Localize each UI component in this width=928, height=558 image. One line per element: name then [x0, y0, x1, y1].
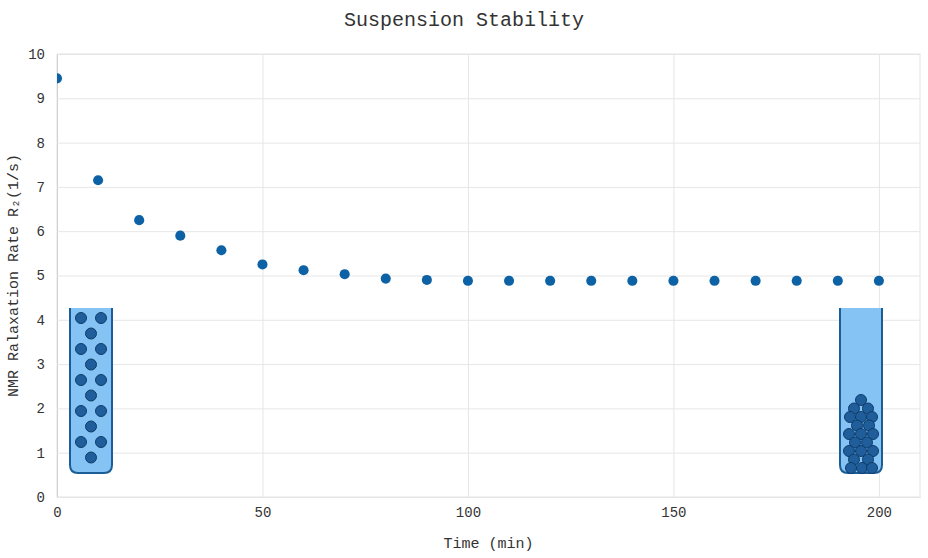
particle [867, 463, 878, 474]
x-tick: 150 [661, 54, 686, 521]
y-tick-label: 6 [37, 224, 45, 240]
y-tick: 10 [28, 47, 920, 63]
y-grid-line [57, 143, 920, 144]
particle [96, 375, 107, 386]
x-tick-label: 0 [53, 505, 61, 521]
data-point [874, 276, 884, 286]
x-tick-label: 100 [456, 505, 481, 521]
y-tick: 3 [37, 357, 920, 373]
y-grid-line [57, 187, 920, 188]
data-point [93, 175, 103, 185]
x-tick: 50 [255, 54, 272, 521]
particle [76, 344, 87, 355]
particle [96, 344, 107, 355]
particle [86, 390, 97, 401]
test-tube [840, 308, 882, 474]
chart-title: Suspension Stability [344, 9, 584, 32]
particle [96, 406, 107, 417]
y-tick-label: 2 [37, 401, 45, 417]
data-point [381, 274, 391, 284]
data-point [257, 259, 267, 269]
y-grid-line [57, 54, 920, 55]
y-tick-label: 8 [37, 136, 45, 152]
y-tick: 1 [37, 446, 920, 462]
particle [86, 421, 97, 432]
particle [76, 406, 87, 417]
particle [76, 437, 87, 448]
y-grid-line [57, 497, 920, 498]
data-point [792, 276, 802, 286]
data-point [627, 276, 637, 286]
y-tick-label: 7 [37, 180, 45, 196]
y-tick: 2 [37, 401, 920, 417]
test-tube [70, 308, 112, 473]
y-tick: 8 [37, 136, 920, 152]
data-point [709, 276, 719, 286]
data-point [586, 276, 596, 286]
data-point [57, 73, 62, 83]
data-point [422, 275, 432, 285]
data-point [299, 265, 309, 275]
data-point [175, 231, 185, 241]
data-point [216, 245, 226, 255]
y-tick-label: 1 [37, 446, 45, 462]
particle [86, 328, 97, 339]
y-tick: 9 [37, 91, 920, 107]
y-tick: 6 [37, 224, 920, 240]
data-point [751, 276, 761, 286]
data-point [340, 269, 350, 279]
y-tick-label: 0 [37, 490, 45, 506]
data-point [668, 276, 678, 286]
x-axis: 0 50 100 150 200 [53, 54, 920, 521]
y-grid-line [57, 98, 920, 99]
particle [96, 313, 107, 324]
y-grid-line [57, 320, 920, 321]
x-axis-title: Time (min) [443, 536, 533, 553]
x-tick: 100 [456, 54, 481, 521]
x-tick: 0 [53, 54, 61, 521]
particle [76, 375, 87, 386]
y-tick: 4 [37, 313, 920, 329]
y-tick-label: 4 [37, 313, 45, 329]
particle [96, 437, 107, 448]
data-point [134, 215, 144, 225]
x-tick-label: 150 [661, 505, 686, 521]
points [57, 73, 884, 286]
y-tick: 7 [37, 180, 920, 196]
plot-frame [57, 54, 920, 497]
data-point [463, 276, 473, 286]
particle [76, 313, 87, 324]
x-axis-line [58, 497, 921, 498]
y-tick: 5 [37, 268, 920, 284]
chart: 0 50 100 150 200 0 1 2 3 4 5 6 7 8 9 10 Suspension Stabi… [0, 0, 928, 558]
data-point [504, 276, 514, 286]
y-grid-line [57, 364, 920, 365]
y-axis: 0 1 2 3 4 5 6 7 8 9 10 [28, 47, 920, 506]
y-tick-label: 3 [37, 357, 45, 373]
particle [86, 359, 97, 370]
y-grid-line [57, 276, 920, 277]
particle [846, 463, 857, 474]
y-tick-label: 9 [37, 91, 45, 107]
data-point [545, 276, 555, 286]
plot: 0 50 100 150 200 0 1 2 3 4 5 6 7 8 9 10 [28, 47, 920, 521]
x-tick-label: 200 [867, 505, 892, 521]
y-tick-label: 5 [37, 268, 45, 284]
tube-body [70, 308, 112, 473]
tube-body [840, 308, 882, 473]
particle [857, 463, 868, 474]
y-grid-line [57, 453, 920, 454]
x-tick-label: 50 [255, 505, 272, 521]
particle [86, 452, 97, 463]
y-tick-label: 10 [28, 47, 45, 63]
y-grid-line [57, 231, 920, 232]
data-point [833, 276, 843, 286]
y-grid-line [57, 408, 920, 409]
y-axis-title: NMR Ralaxation Rate R₂(1/s) [6, 154, 23, 397]
y-tick: 0 [37, 490, 920, 506]
